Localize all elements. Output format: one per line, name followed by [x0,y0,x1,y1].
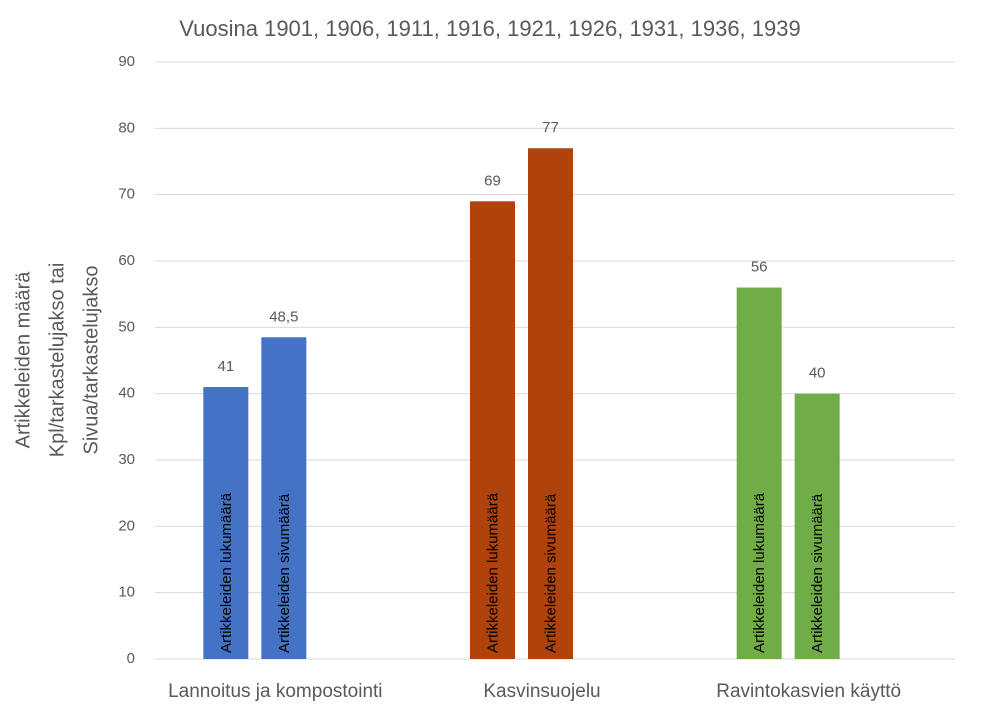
bar-inner-label: Artikkeleiden sivumäärä [276,493,293,653]
data-label: 77 [542,119,559,136]
series-name: Artikkeleiden lukumäärä [751,492,768,653]
y-label-line: Kpl/tarkastelujakso tai [46,263,68,458]
bar [261,337,307,659]
data-label: 69 [484,172,501,189]
bar-inner-label: Artikkeleiden sivumäärä [809,493,826,653]
y-axis-label: Artikkeleiden määrä Kpl/tarkastelujakso … [12,263,102,458]
data-label: 41 [217,358,234,375]
series-name: Artikkeleiden lukumäärä [484,492,501,653]
data-label: 48,5 [269,308,298,325]
x-tick-label: Kasvinsuojelu [483,681,600,702]
y-tick-label: 80 [118,119,135,136]
data-label: 56 [751,259,768,276]
x-tick-label: Lannoitus ja kompostointi [168,681,382,702]
series-name: Artikkeleiden lukumäärä [218,492,235,653]
y-tick-label: 10 [118,584,135,601]
bar-inner-label: Artikkeleiden lukumäärä [751,492,768,653]
y-tick-label: 20 [118,517,135,534]
x-tick-label: Ravintokasvien käyttö [716,681,901,702]
chart-title: Vuosina 1901, 1906, 1911, 1916, 1921, 19… [179,16,800,41]
bar [203,387,249,659]
bar-inner-label: Artikkeleiden lukumäärä [218,492,235,653]
y-label-line: Sivua/tarkastelujakso [80,266,102,455]
bar [528,148,573,659]
y-tick-label: 50 [118,318,135,335]
series-name: Artikkeleiden sivumäärä [276,493,293,653]
y-tick-label: 0 [127,650,135,667]
y-tick-label: 90 [118,53,135,70]
bar-inner-label: Artikkeleiden lukumäärä [484,492,501,653]
y-tick-label: 30 [118,451,135,468]
bar-inner-label: Artikkeleiden sivumäärä [542,493,559,653]
bar [736,287,782,659]
data-label: 40 [809,365,826,382]
y-tick-label: 60 [118,252,135,269]
y-tick-label: 70 [118,186,135,203]
y-label-line: Artikkeleiden määrä [12,271,34,449]
bar [470,201,515,660]
bar [794,393,840,659]
series-name: Artikkeleiden sivumäärä [542,493,559,653]
series-name: Artikkeleiden sivumäärä [809,493,826,653]
y-tick-label: 40 [118,385,135,402]
